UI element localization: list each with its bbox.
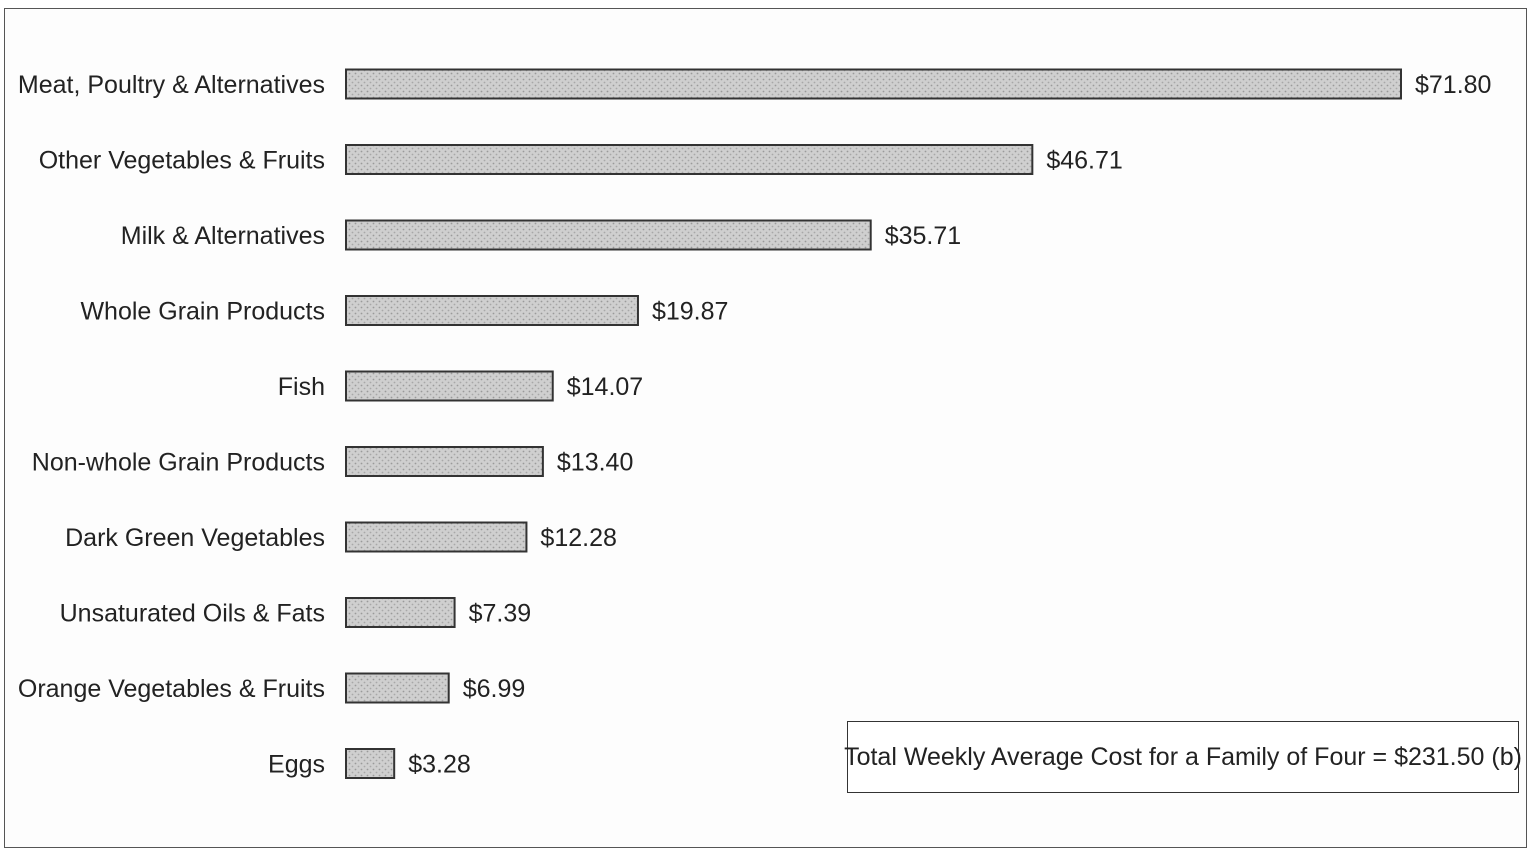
category-label: Whole Grain Products bbox=[80, 298, 325, 326]
data-label: $12.28 bbox=[540, 524, 616, 552]
bar bbox=[345, 521, 528, 553]
category-label: Other Vegetables & Fruits bbox=[39, 147, 325, 175]
bar bbox=[345, 748, 396, 779]
data-label: $6.99 bbox=[463, 675, 526, 703]
total-cost-text: Total Weekly Average Cost for a Family o… bbox=[844, 742, 1522, 771]
data-label: $13.40 bbox=[557, 449, 633, 477]
data-label: $14.07 bbox=[567, 373, 643, 401]
bar bbox=[345, 144, 1034, 175]
bar bbox=[345, 219, 872, 251]
bar bbox=[345, 295, 639, 326]
category-label: Orange Vegetables & Fruits bbox=[18, 675, 325, 703]
category-label: Eggs bbox=[268, 751, 325, 779]
bar bbox=[345, 446, 544, 477]
data-label: $3.28 bbox=[408, 751, 471, 779]
bar bbox=[345, 672, 450, 704]
bar bbox=[345, 597, 456, 628]
bar bbox=[345, 68, 1402, 100]
data-label: $19.87 bbox=[652, 298, 728, 326]
category-label: Non-whole Grain Products bbox=[32, 449, 325, 477]
category-label: Unsaturated Oils & Fats bbox=[60, 600, 325, 628]
category-label: Dark Green Vegetables bbox=[65, 524, 325, 552]
bars-layer: Meat, Poultry & Alternatives $71.80 Other … bbox=[18, 68, 1491, 779]
category-label: Fish bbox=[278, 373, 325, 401]
data-label: $71.80 bbox=[1415, 71, 1491, 99]
category-label: Meat, Poultry & Alternatives bbox=[18, 71, 325, 99]
data-label: $35.71 bbox=[885, 222, 961, 250]
bar bbox=[345, 370, 554, 402]
total-cost-annotation-box: Total Weekly Average Cost for a Family o… bbox=[844, 721, 1522, 793]
data-label: $7.39 bbox=[469, 600, 532, 628]
data-label: $46.71 bbox=[1046, 147, 1122, 175]
category-label: Milk & Alternatives bbox=[121, 222, 325, 250]
